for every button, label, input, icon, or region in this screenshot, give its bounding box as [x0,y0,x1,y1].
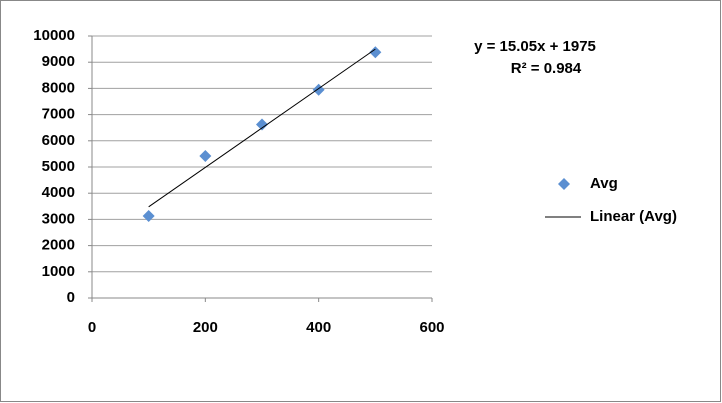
y-tick-label: 1000 [42,263,75,280]
y-tick-label: 6000 [42,132,75,149]
equation: y = 15.05x + 1975 [474,38,596,55]
point [256,118,268,131]
point [199,149,212,162]
y-tick-label: 0 [67,289,75,306]
r-squared: R² = 0.984 [511,60,582,77]
y-tick-label: 8000 [42,79,75,96]
y-tick-label: 4000 [42,184,75,201]
y-tick-label: 7000 [42,106,75,123]
legend-marker [558,178,570,190]
x-tick-label: 400 [306,319,331,336]
x-tick-label: 200 [193,319,218,336]
x-tick-label: 0 [88,319,96,336]
trendline [148,48,376,208]
y-tick-label: 3000 [42,210,75,227]
legend-label: Avg [590,175,618,192]
point [369,46,382,59]
y-tick-label: 2000 [42,237,75,254]
x-tick-label: 600 [419,319,444,336]
point [142,209,155,222]
y-tick-label: 5000 [42,158,75,175]
y-tick-label: 10000 [33,27,75,44]
legend-label: Linear (Avg) [590,208,677,225]
y-tick-label: 9000 [42,53,75,70]
